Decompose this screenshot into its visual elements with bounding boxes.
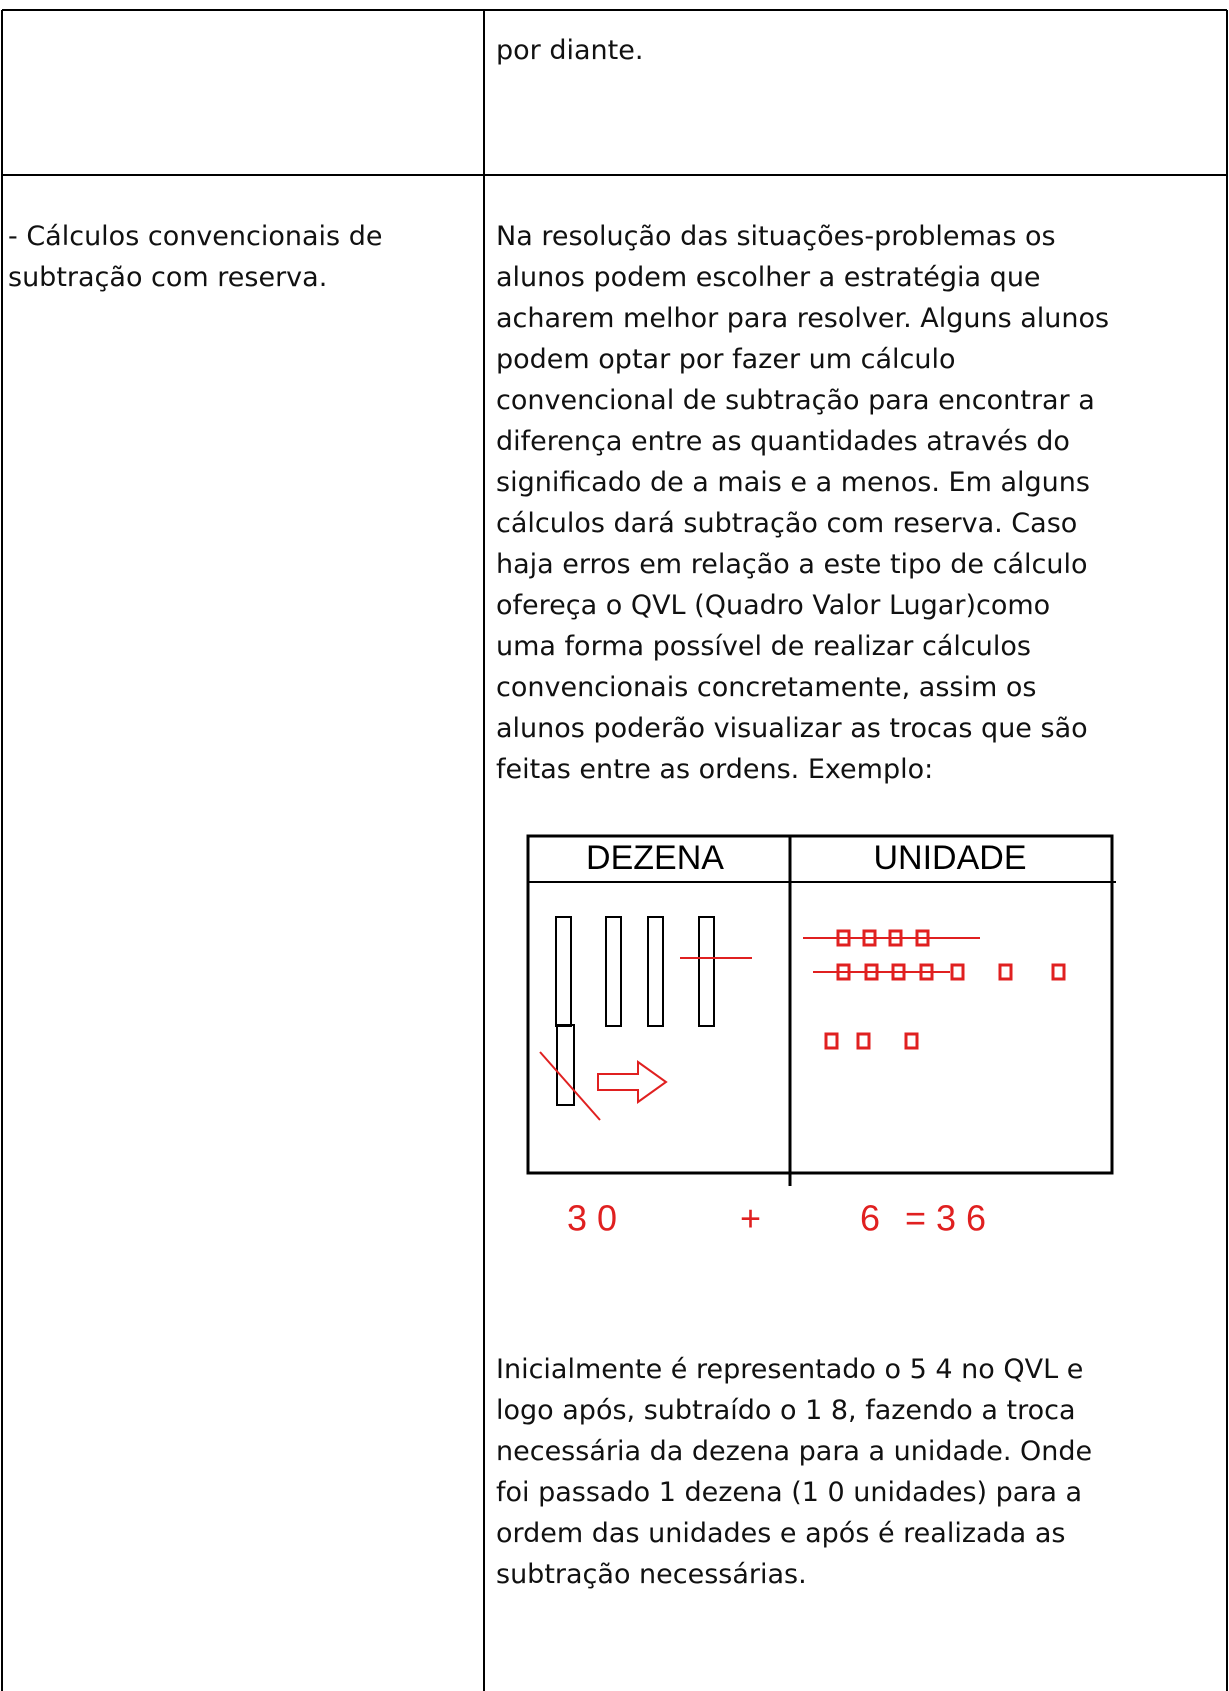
text-line: alunos poderão visualizar as trocas que … xyxy=(496,713,1088,744)
exchange-arrow xyxy=(597,1060,668,1104)
text-line: por diante. xyxy=(496,35,644,66)
qvl-box xyxy=(526,834,1114,1175)
text-line: feitas entre as ordens. Exemplo: xyxy=(496,754,934,785)
cell-text: - Cálculos convencionais de subtração com… xyxy=(8,216,382,298)
ten-bar xyxy=(605,916,622,1027)
strike xyxy=(539,1051,601,1121)
qvl-header: UNIDADE xyxy=(873,839,1026,877)
qvl-figure: DEZENA UNIDADE 3 0 + 6 = 3 6 xyxy=(526,834,1116,1239)
paragraph: Inicialmente é representado o 5 4 no QVL… xyxy=(496,1349,1092,1595)
unit-cube xyxy=(1051,963,1066,981)
text-line: ordem das unidades e após é realizada as xyxy=(496,1518,1066,1549)
unit-cube xyxy=(824,1032,839,1050)
unit-cube xyxy=(856,1032,871,1050)
text-line: acharem melhor para resolver. Alguns alu… xyxy=(496,303,1110,334)
text-line: necessária da dezena para a unidade. Ond… xyxy=(496,1436,1093,1467)
text-line: cálculos dará subtração com reserva. Cas… xyxy=(496,508,1078,539)
text-line: podem optar por fazer um cálculo xyxy=(496,344,956,375)
text-line: foi passado 1 dezena (1 0 unidades) para… xyxy=(496,1477,1083,1508)
ten-bar xyxy=(647,916,664,1027)
text-line: subtração com reserva. xyxy=(8,262,328,293)
text-line: uma forma possível de realizar cálculos xyxy=(496,631,1031,662)
text-line: logo após, subtraído o 1 8, fazendo a tr… xyxy=(496,1395,1076,1426)
text-line: Na resolução das situações-problemas os xyxy=(496,221,1056,252)
unit-cube xyxy=(904,1032,919,1050)
equation-term: 6 xyxy=(860,1198,880,1239)
unit-cube xyxy=(998,963,1013,981)
ten-bar xyxy=(698,916,715,1027)
unit-cube xyxy=(950,963,965,981)
qvl-header: DEZENA xyxy=(586,839,724,877)
text-line: alunos podem escolher a estratégia que xyxy=(496,262,1041,293)
cell-text: por diante. xyxy=(496,30,643,71)
paragraph: Na resolução das situações-problemas os a… xyxy=(496,216,1109,790)
text-line: Inicialmente é representado o 5 4 no QVL… xyxy=(496,1354,1084,1385)
equation-term: 3 0 xyxy=(567,1198,617,1239)
text-line: convencionais concretamente, assim os xyxy=(496,672,1037,703)
equation: 3 0 + 6 = 3 6 xyxy=(567,1198,986,1239)
text-line: ofereça o QVL (Quadro Valor Lugar)como xyxy=(496,590,1051,621)
text-line: - Cálculos convencionais de xyxy=(8,221,383,252)
ten-bar xyxy=(555,916,572,1027)
text-line: diferença entre as quantidades através d… xyxy=(496,426,1070,457)
ten-bar xyxy=(556,1024,575,1106)
text-line: convencional de subtração para encontrar… xyxy=(496,385,1095,416)
table-borders xyxy=(1,9,1228,1691)
text-line: significado de a mais e a menos. Em algu… xyxy=(496,467,1090,498)
text-line: haja erros em relação a este tipo de cál… xyxy=(496,549,1088,580)
equation-result: = 3 6 xyxy=(905,1198,986,1239)
equation-operator: + xyxy=(740,1198,761,1239)
text-line: subtração necessárias. xyxy=(496,1559,807,1590)
